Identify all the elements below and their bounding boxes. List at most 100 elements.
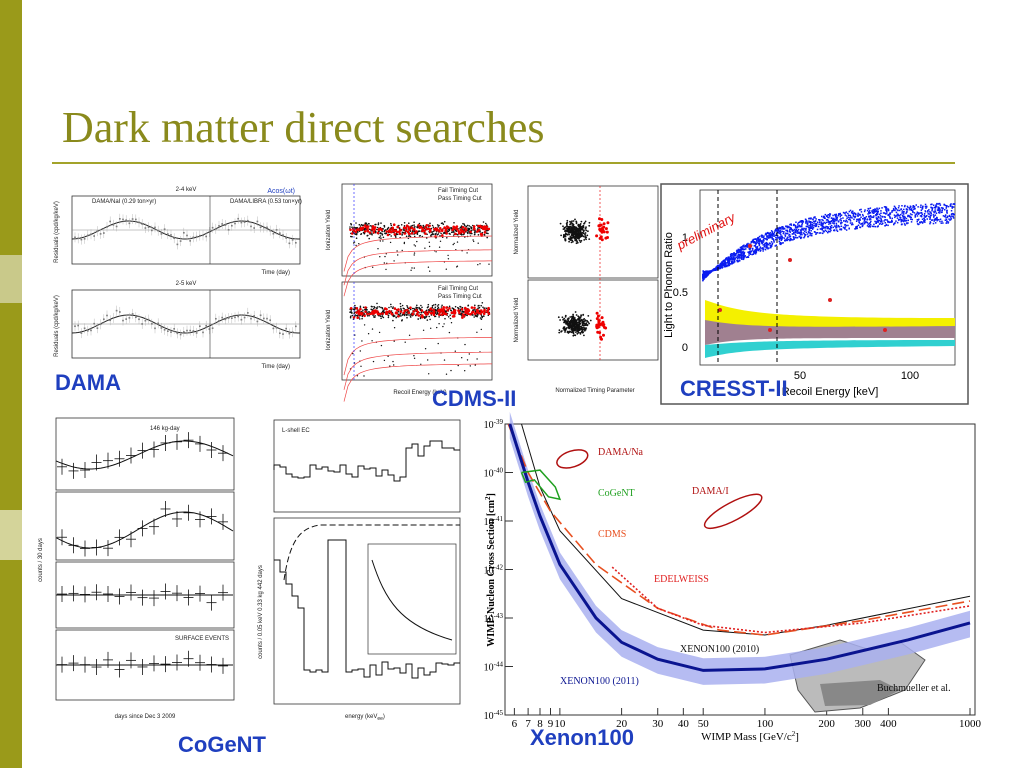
tick-exp: -41: [494, 515, 504, 523]
event: [845, 219, 848, 222]
event: [416, 226, 419, 229]
event: [901, 220, 904, 222]
event: [466, 359, 469, 361]
event: [450, 231, 453, 234]
event: [452, 243, 454, 246]
event: [583, 239, 586, 241]
event: [754, 242, 757, 244]
event: [469, 313, 472, 316]
event: [413, 221, 415, 223]
event: [464, 370, 466, 372]
event: [864, 221, 867, 224]
event: [761, 247, 763, 250]
event: [425, 224, 429, 227]
event: [806, 223, 809, 226]
event: [904, 216, 906, 218]
cogent-label: CoGeNT: [178, 732, 267, 757]
event: [893, 223, 895, 225]
event: [789, 228, 791, 231]
event: [878, 207, 881, 210]
tick-exp: -44: [494, 661, 504, 669]
band-line: [343, 249, 493, 286]
event: [941, 220, 943, 223]
event: [413, 224, 415, 226]
event: [845, 229, 848, 231]
event: [735, 256, 738, 259]
event: [880, 212, 882, 214]
side-strip: [0, 0, 22, 768]
event: [379, 235, 382, 237]
event: [834, 225, 836, 227]
event: [824, 217, 826, 219]
event: [418, 226, 422, 230]
event: [770, 234, 773, 236]
event: [860, 216, 862, 218]
event: [879, 217, 881, 219]
event: [913, 205, 915, 208]
event: [931, 208, 933, 210]
event: [730, 254, 733, 257]
event: [599, 235, 603, 239]
event: [485, 227, 488, 230]
event: [737, 251, 740, 254]
event: [476, 230, 479, 233]
event: [368, 231, 372, 234]
event: [783, 228, 786, 230]
event: [810, 223, 812, 226]
event: [930, 206, 933, 209]
event: [934, 218, 937, 220]
event: [705, 275, 707, 278]
event: [766, 238, 768, 240]
event: [479, 317, 482, 319]
event: [382, 228, 385, 230]
event: [951, 213, 953, 215]
event: [916, 223, 919, 225]
event: [910, 209, 912, 211]
event: [371, 225, 375, 228]
event: [726, 259, 728, 261]
event: [408, 228, 411, 231]
event: [367, 333, 370, 335]
event: [414, 231, 417, 234]
x-tick-label: 20: [616, 718, 628, 730]
event: [483, 315, 485, 317]
event: [794, 225, 797, 227]
event: [840, 229, 843, 231]
event: [602, 225, 606, 229]
event: [706, 272, 709, 275]
cogent-y-label: counts / 30 days: [38, 538, 44, 582]
y-tick-label: 10-40: [484, 467, 504, 480]
event: [870, 218, 872, 220]
event: [571, 329, 574, 332]
event: [349, 307, 353, 310]
event: [574, 321, 576, 324]
event: [805, 222, 807, 224]
event: [483, 308, 486, 312]
event: [443, 220, 446, 223]
dama-y-label: Residuals (cpd/kg/keV): [54, 201, 60, 263]
event: [350, 222, 352, 225]
event: [804, 228, 806, 230]
event: [930, 203, 932, 206]
event: [769, 233, 771, 236]
dama-top-title: 2-4 keV: [176, 187, 197, 193]
event: [413, 267, 415, 269]
event: [899, 209, 901, 212]
event: [887, 220, 889, 223]
event: [572, 319, 575, 321]
curve-label: DAMA/I: [692, 486, 729, 497]
event: [851, 222, 853, 224]
event: [582, 226, 585, 229]
event: [781, 226, 783, 228]
event: [839, 219, 841, 221]
event: [933, 216, 935, 218]
event: [921, 207, 924, 209]
event: [416, 304, 418, 307]
y-tick-label: 10-43: [484, 612, 504, 625]
event: [363, 324, 366, 326]
event: [786, 233, 788, 235]
event: [386, 228, 389, 230]
event: [929, 218, 931, 220]
event: [355, 227, 358, 229]
